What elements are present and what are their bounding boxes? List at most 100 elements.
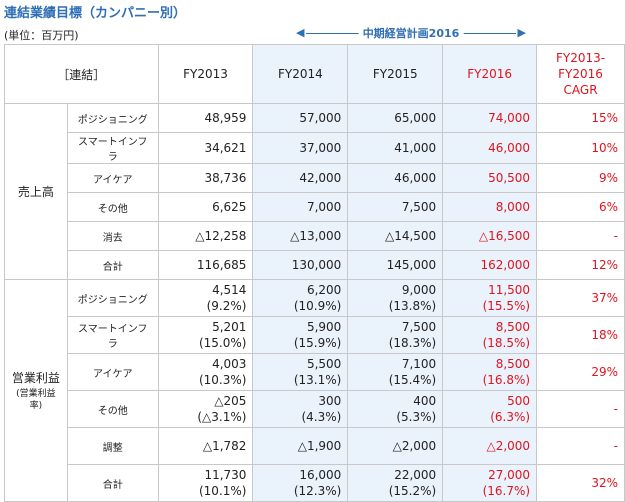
row-label: その他 xyxy=(66,390,159,428)
table-row: 調整 △1,782 △1,900 △2,000 △2,000 - xyxy=(5,427,625,465)
row-label: スマートインフラ xyxy=(66,132,159,164)
cell-fy2015: 22,000 (15.2%) xyxy=(347,464,444,502)
cell-fy2015: 145,000 xyxy=(347,250,444,280)
cell-fy2014-value: 37,000 xyxy=(299,141,342,155)
cell-fy2014: 16,000 (12.3%) xyxy=(252,464,349,502)
cell-fy2015-value: 145,000 xyxy=(386,258,437,272)
cell-fy2013-value: △1,782 xyxy=(202,439,247,453)
cell-fy2016: △16,500 xyxy=(442,221,538,251)
cell-fy2014-value: 42,000 xyxy=(299,171,342,185)
cell-cagr: 10% xyxy=(536,132,625,164)
plan-banner: ◀ ▶ 中期経営計画2016 xyxy=(296,25,526,41)
cell-fy2013-value: 4,514 xyxy=(212,283,247,297)
profit-category-label: 営業利益 xyxy=(11,371,60,385)
cell-fy2014: 5,900 (15.9%) xyxy=(252,316,349,354)
sales-category: 売上高 xyxy=(4,103,68,280)
header-fy2014: FY2014 xyxy=(252,44,349,104)
table-row: その他 6,625 7,000 7,500 8,000 6% xyxy=(5,192,625,222)
cell-fy2016: 8,500 (16.8%) xyxy=(442,353,538,391)
cell-fy2014-value: 5,500 xyxy=(306,357,342,371)
cell-fy2014: 42,000 xyxy=(252,163,349,193)
header-fy2015: FY2015 xyxy=(347,44,444,104)
cell-fy2016: 8,000 xyxy=(442,192,538,222)
cell-fy2014: 57,000 xyxy=(252,103,349,133)
cell-fy2016: 27,000 (16.7%) xyxy=(442,464,538,502)
cell-cagr-value: - xyxy=(613,439,618,453)
cell-fy2014-ratio: (12.3%) xyxy=(293,484,342,498)
cell-fy2015: 7,500 (18.3%) xyxy=(347,316,444,354)
cell-fy2015: 46,000 xyxy=(347,163,444,193)
cell-cagr: 6% xyxy=(536,192,625,222)
cell-fy2013: 4,003 (10.3%) xyxy=(157,353,254,391)
row-label: ポジショニング xyxy=(66,279,159,317)
cell-fy2016-value: △2,000 xyxy=(486,439,531,453)
profit-category: 営業利益 (営業利益率) xyxy=(4,279,68,502)
cell-fy2014-ratio: (15.9%) xyxy=(293,336,342,350)
cell-cagr: - xyxy=(536,427,625,465)
header-fy2013: FY2013 xyxy=(157,44,254,104)
cell-fy2016-value: 11,500 xyxy=(488,283,531,297)
sales-category-label: 売上高 xyxy=(17,185,54,199)
cell-fy2013: 34,621 xyxy=(157,132,254,164)
cell-fy2016-ratio: (16.8%) xyxy=(482,373,531,387)
cell-cagr-value: 9% xyxy=(598,171,618,185)
cell-fy2013: 11,730 (10.1%) xyxy=(157,464,254,502)
cell-fy2016-ratio: (15.5%) xyxy=(482,299,531,313)
cell-fy2014-value: △1,900 xyxy=(297,439,342,453)
cell-cagr-value: - xyxy=(613,229,618,243)
cell-fy2016: 500 (6.3%) xyxy=(442,390,538,428)
cell-fy2015: 7,500 xyxy=(347,192,444,222)
cell-fy2015: 400 (5.3%) xyxy=(347,390,444,428)
row-label: 合計 xyxy=(66,464,159,502)
cell-fy2015: 9,000 (13.8%) xyxy=(347,279,444,317)
cell-fy2013: △205 (△3.1%) xyxy=(157,390,254,428)
cell-cagr-value: - xyxy=(613,402,618,416)
cell-fy2015: 41,000 xyxy=(347,132,444,164)
cell-fy2015: 65,000 xyxy=(347,103,444,133)
header-fy2016: FY2016 xyxy=(442,44,538,104)
cell-fy2014-value: 16,000 xyxy=(299,468,342,482)
cell-fy2015-value: 7,100 xyxy=(401,357,437,371)
table-row: アイケア 38,736 42,000 46,000 50,500 9% xyxy=(5,163,625,193)
cell-fy2016-value: △16,500 xyxy=(478,229,531,243)
cell-fy2016: 50,500 xyxy=(442,163,538,193)
cell-fy2016-ratio: (6.3%) xyxy=(490,410,531,424)
cell-fy2014-ratio: (10.9%) xyxy=(293,299,342,313)
cell-fy2016-ratio: (16.7%) xyxy=(482,484,531,498)
unit-label: (単位：百万円) xyxy=(4,29,79,42)
arrow-right-icon: ▶ xyxy=(517,26,526,39)
cell-fy2014-value: △13,000 xyxy=(290,229,342,243)
cell-fy2016-ratio: (18.5%) xyxy=(482,336,531,350)
cell-fy2016: 8,500 (18.5%) xyxy=(442,316,538,354)
row-label: スマートインフラ xyxy=(66,316,159,354)
cell-fy2014-value: 130,000 xyxy=(291,258,342,272)
cell-fy2014-ratio: (4.3%) xyxy=(301,410,342,424)
cell-fy2016-value: 74,000 xyxy=(488,111,531,125)
cell-fy2016: 162,000 xyxy=(442,250,538,280)
cell-cagr: 15% xyxy=(536,103,625,133)
cell-fy2013-value: 11,730 xyxy=(204,468,247,482)
cell-fy2015-value: △14,500 xyxy=(384,229,437,243)
header-row: ［連結］ FY2013 FY2014 FY2015 FY2016 FY2013-… xyxy=(4,44,625,104)
cell-fy2016-value: 27,000 xyxy=(488,468,531,482)
cell-fy2013-ratio: (10.3%) xyxy=(198,373,247,387)
results-table: ［連結］ FY2013 FY2014 FY2015 FY2016 FY2013-… xyxy=(4,44,625,502)
cell-fy2016: 74,000 xyxy=(442,103,538,133)
cell-cagr: 18% xyxy=(536,316,625,354)
cell-cagr: 29% xyxy=(536,353,625,391)
cell-cagr: 32% xyxy=(536,464,625,502)
cell-fy2014: 5,500 (13.1%) xyxy=(252,353,349,391)
cell-fy2013-value: 34,621 xyxy=(204,141,247,155)
cell-fy2013: 116,685 xyxy=(157,250,254,280)
cell-cagr-value: 32% xyxy=(591,476,618,490)
cell-fy2013-value: △12,258 xyxy=(195,229,247,243)
row-label: その他 xyxy=(66,192,159,222)
cell-fy2016: 46,000 xyxy=(442,132,538,164)
cell-fy2014: 6,200 (10.9%) xyxy=(252,279,349,317)
cell-fy2015-value: 400 xyxy=(413,394,437,408)
cell-fy2013-ratio: (△3.1%) xyxy=(197,410,247,424)
cell-fy2014: △13,000 xyxy=(252,221,349,251)
cell-fy2014: △1,900 xyxy=(252,427,349,465)
cell-fy2013-value: 6,625 xyxy=(212,200,247,214)
page-title: 連結業績目標（カンパニー別） xyxy=(4,6,187,21)
